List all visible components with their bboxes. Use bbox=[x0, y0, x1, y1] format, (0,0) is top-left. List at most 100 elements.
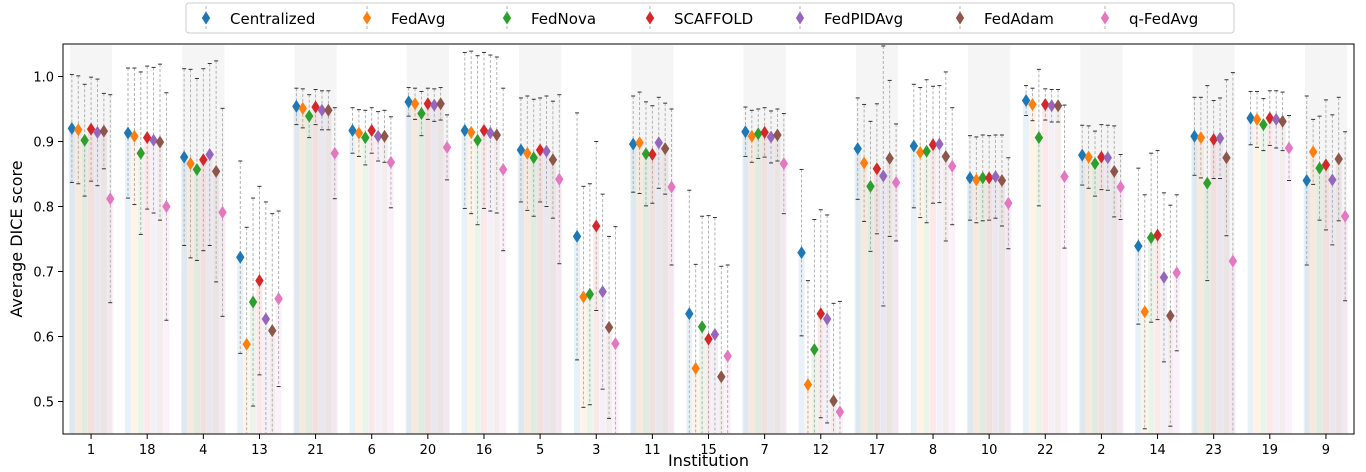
bar-fedpidavg-11 bbox=[655, 142, 662, 435]
bar-fedadam-20 bbox=[437, 103, 444, 435]
marker-fedavg-19 bbox=[1252, 112, 1262, 126]
marker-centralized-13 bbox=[236, 250, 245, 264]
x-tick-label-15: 15 bbox=[700, 443, 717, 458]
bar-fednova-4 bbox=[193, 169, 200, 434]
bar-centralized-6 bbox=[349, 130, 356, 434]
bar-q-fedavg-8 bbox=[949, 166, 956, 434]
bar-q-fedavg-5 bbox=[556, 179, 563, 434]
bar-centralized-14 bbox=[1135, 246, 1142, 434]
bar-fedadam-5 bbox=[549, 159, 556, 434]
marker-scaffold-14 bbox=[1153, 228, 1162, 242]
x-tick-label-22: 22 bbox=[1037, 443, 1054, 458]
bar-scaffold-21 bbox=[312, 107, 319, 435]
marker-fedadam-19 bbox=[1278, 114, 1287, 128]
bar-q-fedavg-6 bbox=[387, 162, 394, 435]
marker-scaffold-22 bbox=[1041, 97, 1050, 111]
bar-fedpidavg-6 bbox=[375, 136, 382, 435]
marker-fedpidavg-11 bbox=[654, 136, 663, 150]
marker-q-fedavg-11 bbox=[667, 180, 676, 194]
bar-centralized-18 bbox=[124, 133, 132, 435]
bar-fednova-22 bbox=[1035, 137, 1042, 434]
y-axis-label: Average DICE score bbox=[7, 160, 26, 317]
marker-centralized-2 bbox=[1078, 148, 1087, 162]
bar-fedadam-10 bbox=[998, 180, 1005, 434]
marker-fedadam-18 bbox=[155, 135, 165, 149]
x-tick-label-23: 23 bbox=[1205, 443, 1222, 458]
marker-fedadam-20 bbox=[436, 97, 445, 111]
x-tick-label-9: 9 bbox=[1322, 443, 1330, 458]
marker-centralized-23 bbox=[1190, 129, 1199, 143]
marker-scaffold-10 bbox=[984, 171, 994, 185]
bar-fednova-13 bbox=[250, 302, 257, 434]
marker-scaffold-12 bbox=[816, 307, 825, 321]
y-tick-label: 0.8 bbox=[33, 201, 54, 216]
bar-fednova-9 bbox=[1316, 168, 1323, 434]
marker-q-fedavg-14 bbox=[1172, 266, 1181, 280]
bar-scaffold-7 bbox=[761, 132, 768, 434]
marker-fedpidavg-10 bbox=[991, 170, 1000, 184]
x-tick-label-16: 16 bbox=[476, 443, 493, 458]
marker-fedpidavg-22 bbox=[1047, 99, 1056, 113]
legend-label-fedpidavg: FedPIDAvg bbox=[824, 10, 903, 28]
marker-fedavg-3 bbox=[579, 290, 588, 304]
marker-fednova-7 bbox=[754, 127, 763, 141]
bar-scaffold-16 bbox=[480, 130, 488, 434]
marker-scaffold-21 bbox=[311, 100, 320, 114]
bar-fednova-20 bbox=[418, 113, 425, 435]
marker-q-fedavg-4 bbox=[218, 205, 227, 219]
bar-q-fedavg-4 bbox=[219, 212, 226, 434]
bar-centralized-17 bbox=[854, 148, 861, 434]
x-tick-label-21: 21 bbox=[307, 443, 324, 458]
marker-scaffold-23 bbox=[1209, 133, 1218, 147]
legend-marker-fedadam bbox=[955, 11, 965, 25]
marker-centralized-12 bbox=[797, 246, 806, 260]
marker-fednova-18 bbox=[136, 146, 145, 160]
marker-q-fedavg-5 bbox=[555, 172, 564, 186]
marker-centralized-7 bbox=[741, 125, 750, 139]
marker-centralized-11 bbox=[628, 137, 638, 151]
bar-fednova-16 bbox=[474, 140, 481, 434]
x-axis: 1 18 4 13 21 6 20 16 5 3 11 15 7 12 17 8 10 22 2 14 23 19 9 bbox=[87, 434, 1330, 458]
bar-q-fedavg-2 bbox=[1117, 187, 1124, 434]
marker-fedadam-10 bbox=[997, 174, 1007, 187]
marker-fedpidavg-19 bbox=[1272, 112, 1281, 126]
bar-fednova-11 bbox=[642, 153, 650, 434]
bar-fedpidavg-13 bbox=[262, 318, 269, 434]
bar-scaffold-11 bbox=[649, 154, 656, 434]
bar-q-fedavg-7 bbox=[780, 163, 787, 434]
bar-fedavg-1 bbox=[75, 129, 82, 435]
marker-fedadam-21 bbox=[324, 103, 333, 117]
marker-scaffold-11 bbox=[648, 148, 657, 161]
marker-scaffold-4 bbox=[199, 153, 208, 167]
marker-fedadam-11 bbox=[660, 142, 670, 156]
marker-fedadam-8 bbox=[941, 149, 951, 163]
marker-fedpidavg-1 bbox=[93, 125, 102, 139]
bar-fedavg-19 bbox=[1253, 119, 1261, 435]
bar-fedavg-3 bbox=[580, 296, 587, 434]
marker-centralized-8 bbox=[909, 139, 919, 153]
marker-q-fedavg-13 bbox=[274, 292, 283, 306]
bar-fednova-19 bbox=[1260, 124, 1267, 434]
marker-fednova-12 bbox=[810, 343, 819, 356]
marker-fedadam-4 bbox=[211, 164, 221, 178]
marker-fedadam-9 bbox=[1334, 152, 1343, 166]
bar-fednova-17 bbox=[867, 186, 874, 434]
bar-scaffold-23 bbox=[1210, 139, 1217, 435]
bar-centralized-7 bbox=[742, 131, 749, 434]
bar-q-fedavg-22 bbox=[1061, 176, 1068, 434]
marker-q-fedavg-19 bbox=[1284, 141, 1294, 155]
bar-fedavg-11 bbox=[636, 142, 643, 435]
marker-q-fedavg-6 bbox=[386, 155, 396, 169]
bar-scaffold-20 bbox=[424, 103, 431, 435]
marker-q-fedavg-22 bbox=[1060, 170, 1069, 184]
marker-fedpidavg-12 bbox=[822, 312, 832, 326]
bar-fedpidavg-20 bbox=[431, 105, 438, 434]
x-tick-label-2: 2 bbox=[1097, 443, 1105, 458]
marker-centralized-17 bbox=[853, 142, 862, 156]
bar-fedavg-23 bbox=[1197, 137, 1204, 434]
marker-fedavg-22 bbox=[1028, 97, 1037, 111]
marker-centralized-10 bbox=[965, 171, 975, 185]
x-tick-label-11: 11 bbox=[644, 443, 661, 458]
bar-scaffold-6 bbox=[368, 130, 375, 434]
marker-fedpidavg-21 bbox=[317, 103, 327, 117]
